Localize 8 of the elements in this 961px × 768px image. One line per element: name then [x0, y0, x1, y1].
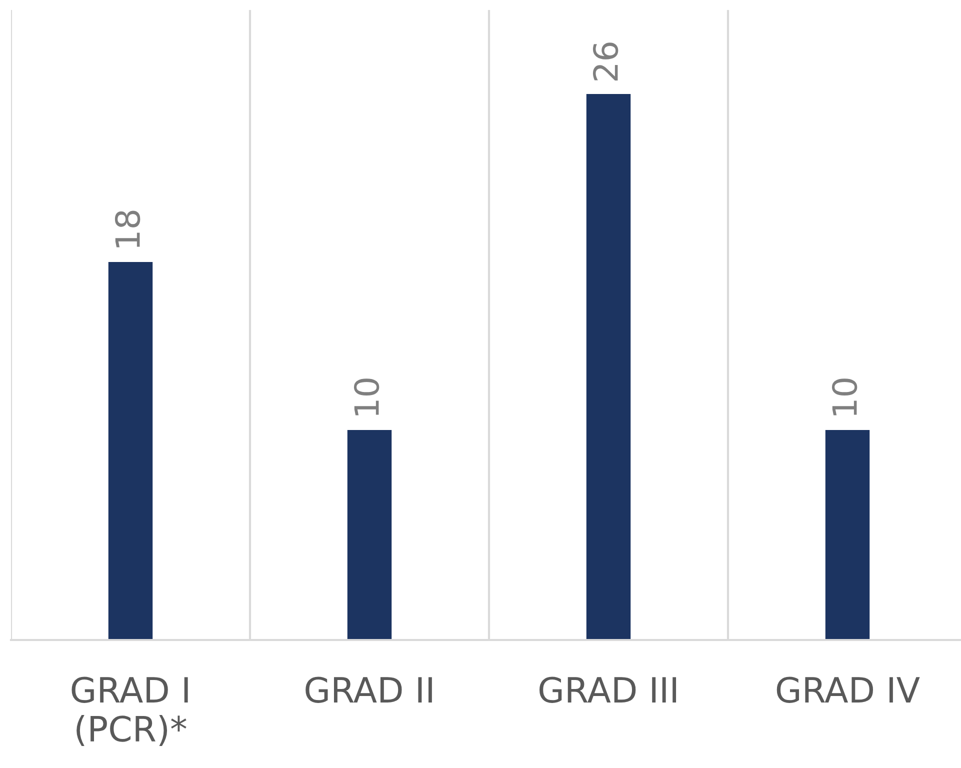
data-label: 10 [832, 378, 858, 416]
data-label: 10 [354, 378, 380, 416]
data-label: 26 [592, 42, 618, 80]
x-tick-label: GRAD II [306, 676, 432, 703]
x-tick-label: GRAD I (PCR)* [72, 676, 188, 746]
data-label: 18 [114, 210, 140, 248]
x-tick-label: GRAD III [540, 676, 676, 703]
x-tick-label: GRAD IV [776, 676, 920, 703]
